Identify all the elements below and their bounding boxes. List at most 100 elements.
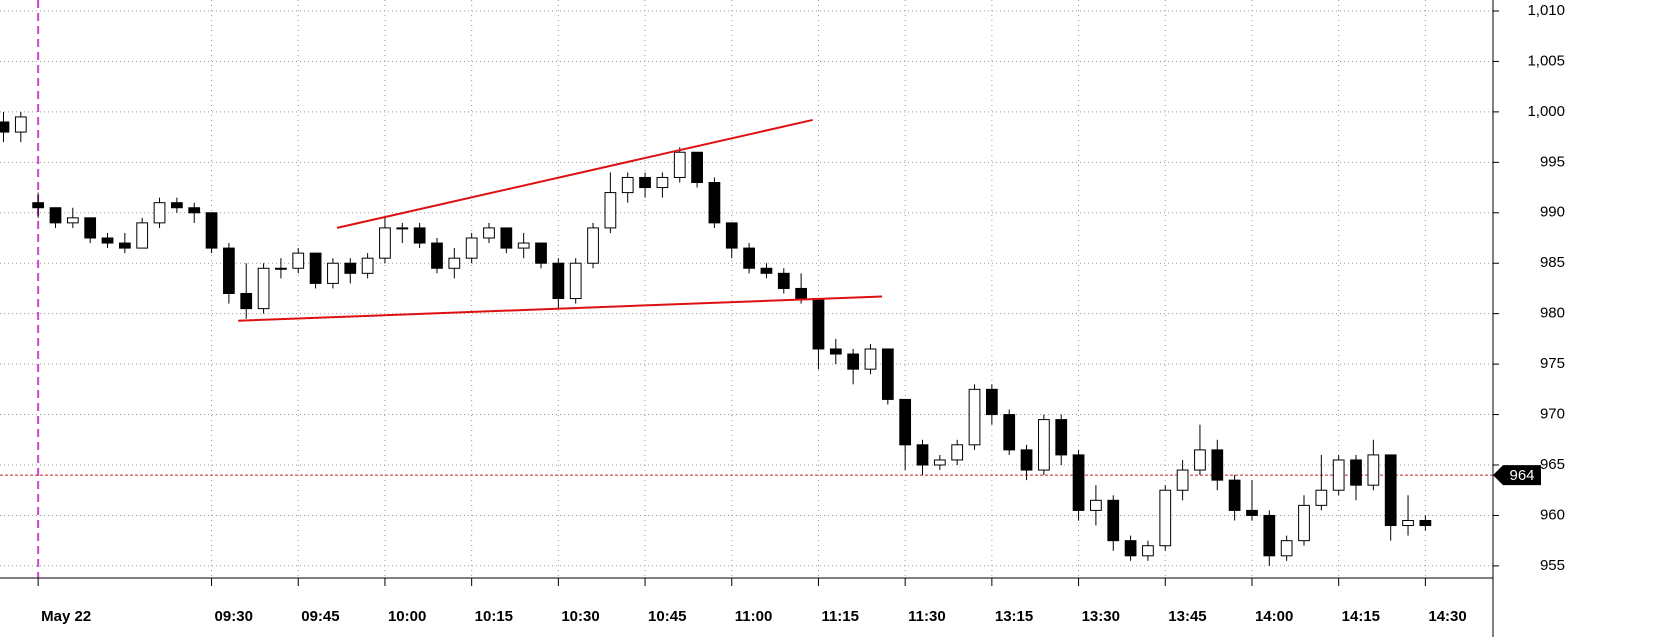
candle-body xyxy=(1176,469,1189,491)
candle-body xyxy=(604,192,617,229)
candle-body xyxy=(1315,489,1328,506)
candle-body xyxy=(1246,509,1258,516)
x-tick-label: 11:00 xyxy=(735,608,773,625)
candle-body xyxy=(725,222,738,249)
y-tick-label: 1,010 xyxy=(1527,2,1565,19)
candle-body xyxy=(968,388,981,446)
candle-body xyxy=(1194,449,1206,471)
candle-body xyxy=(118,242,131,249)
candle-body xyxy=(1090,499,1102,511)
candle-body xyxy=(639,176,651,189)
candle-body xyxy=(1228,479,1241,511)
y-tick-label: 995 xyxy=(1540,153,1565,170)
candle-body xyxy=(1211,449,1224,481)
y-tick-label: 975 xyxy=(1540,355,1565,372)
candle-body xyxy=(1142,545,1154,557)
last-price-label: 964 xyxy=(1509,467,1534,484)
candle-body xyxy=(1384,454,1397,527)
candle-body xyxy=(483,227,495,239)
x-tick-label: 13:15 xyxy=(995,608,1033,625)
candle-body xyxy=(829,348,842,355)
candle-body xyxy=(847,353,860,370)
candle-body xyxy=(812,298,825,350)
y-tick-label: 965 xyxy=(1540,456,1565,473)
x-tick-label: 13:30 xyxy=(1082,608,1120,625)
candle-body xyxy=(1350,459,1362,486)
candle-body xyxy=(916,444,929,466)
y-tick-label: 980 xyxy=(1540,305,1565,322)
candle-body xyxy=(379,227,391,259)
x-tick-label: 09:30 xyxy=(215,608,253,625)
candle-body xyxy=(309,252,322,284)
candle-body xyxy=(240,292,253,310)
candle-body xyxy=(656,176,669,189)
candle-body xyxy=(933,459,946,466)
candle-body xyxy=(396,227,409,230)
candle-body xyxy=(743,247,755,269)
candle-body xyxy=(1263,514,1276,557)
candle-body xyxy=(448,257,461,269)
candle-body xyxy=(691,151,703,184)
y-tick-label: 1,000 xyxy=(1527,103,1565,120)
candle-body xyxy=(1332,459,1345,491)
x-tick-label: 10:15 xyxy=(475,608,513,625)
x-tick-label: 10:45 xyxy=(648,608,686,625)
candle-body xyxy=(1055,419,1068,456)
candle-body xyxy=(795,287,807,300)
candle-body xyxy=(985,388,998,416)
x-tick-label: 14:15 xyxy=(1342,608,1380,625)
candle-body xyxy=(881,348,894,400)
candle-body xyxy=(1107,499,1120,542)
y-tick-label: 990 xyxy=(1540,204,1565,221)
candle-body xyxy=(1402,519,1414,527)
candle-body xyxy=(1020,449,1033,471)
y-tick-label: 960 xyxy=(1540,506,1565,523)
candle-body xyxy=(1038,419,1050,471)
candle-body xyxy=(101,237,114,244)
x-tick-label: 14:30 xyxy=(1428,608,1466,625)
y-tick-label: 985 xyxy=(1540,254,1565,271)
candle-body xyxy=(14,116,27,133)
x-tick-label: May 22 xyxy=(41,608,91,625)
candle-body xyxy=(1124,540,1137,557)
x-tick-label: 13:45 xyxy=(1168,608,1206,625)
candle-body xyxy=(552,262,565,300)
candle-body xyxy=(864,348,877,370)
x-tick-label: 09:45 xyxy=(301,608,339,625)
candle-body xyxy=(223,247,235,294)
candle-body xyxy=(0,121,10,133)
candle-body xyxy=(66,217,79,224)
candle-body xyxy=(465,237,478,259)
x-tick-label: 10:00 xyxy=(388,608,426,625)
y-tick-label: 955 xyxy=(1540,557,1565,574)
candle-body xyxy=(188,207,201,214)
candle-body xyxy=(1003,414,1016,451)
candle-body xyxy=(1159,489,1172,547)
candle-body xyxy=(951,444,964,461)
candle-body xyxy=(413,227,426,244)
trend-line xyxy=(238,295,883,322)
candle-body xyxy=(1280,540,1293,557)
x-tick-label: 11:30 xyxy=(908,608,946,625)
candle-body xyxy=(170,202,183,209)
candle-body xyxy=(257,267,270,310)
candle-body xyxy=(1072,454,1085,511)
candle-body xyxy=(344,262,357,274)
trend-line xyxy=(336,118,813,229)
candle-body xyxy=(673,151,686,178)
x-tick-label: 10:30 xyxy=(561,608,599,625)
last-price-tag xyxy=(1493,465,1541,486)
candle-body xyxy=(1298,504,1310,542)
candle-body xyxy=(760,267,773,274)
candle-body xyxy=(292,252,305,269)
y-tick-label: 1,005 xyxy=(1527,52,1565,69)
candle-body xyxy=(32,202,45,209)
candle-body xyxy=(327,262,339,284)
candle-body xyxy=(500,227,513,249)
candle-body xyxy=(708,182,721,224)
y-tick-label: 970 xyxy=(1540,406,1565,423)
candle-body xyxy=(136,222,149,249)
candle-body xyxy=(49,207,62,224)
candle-body xyxy=(777,272,790,289)
